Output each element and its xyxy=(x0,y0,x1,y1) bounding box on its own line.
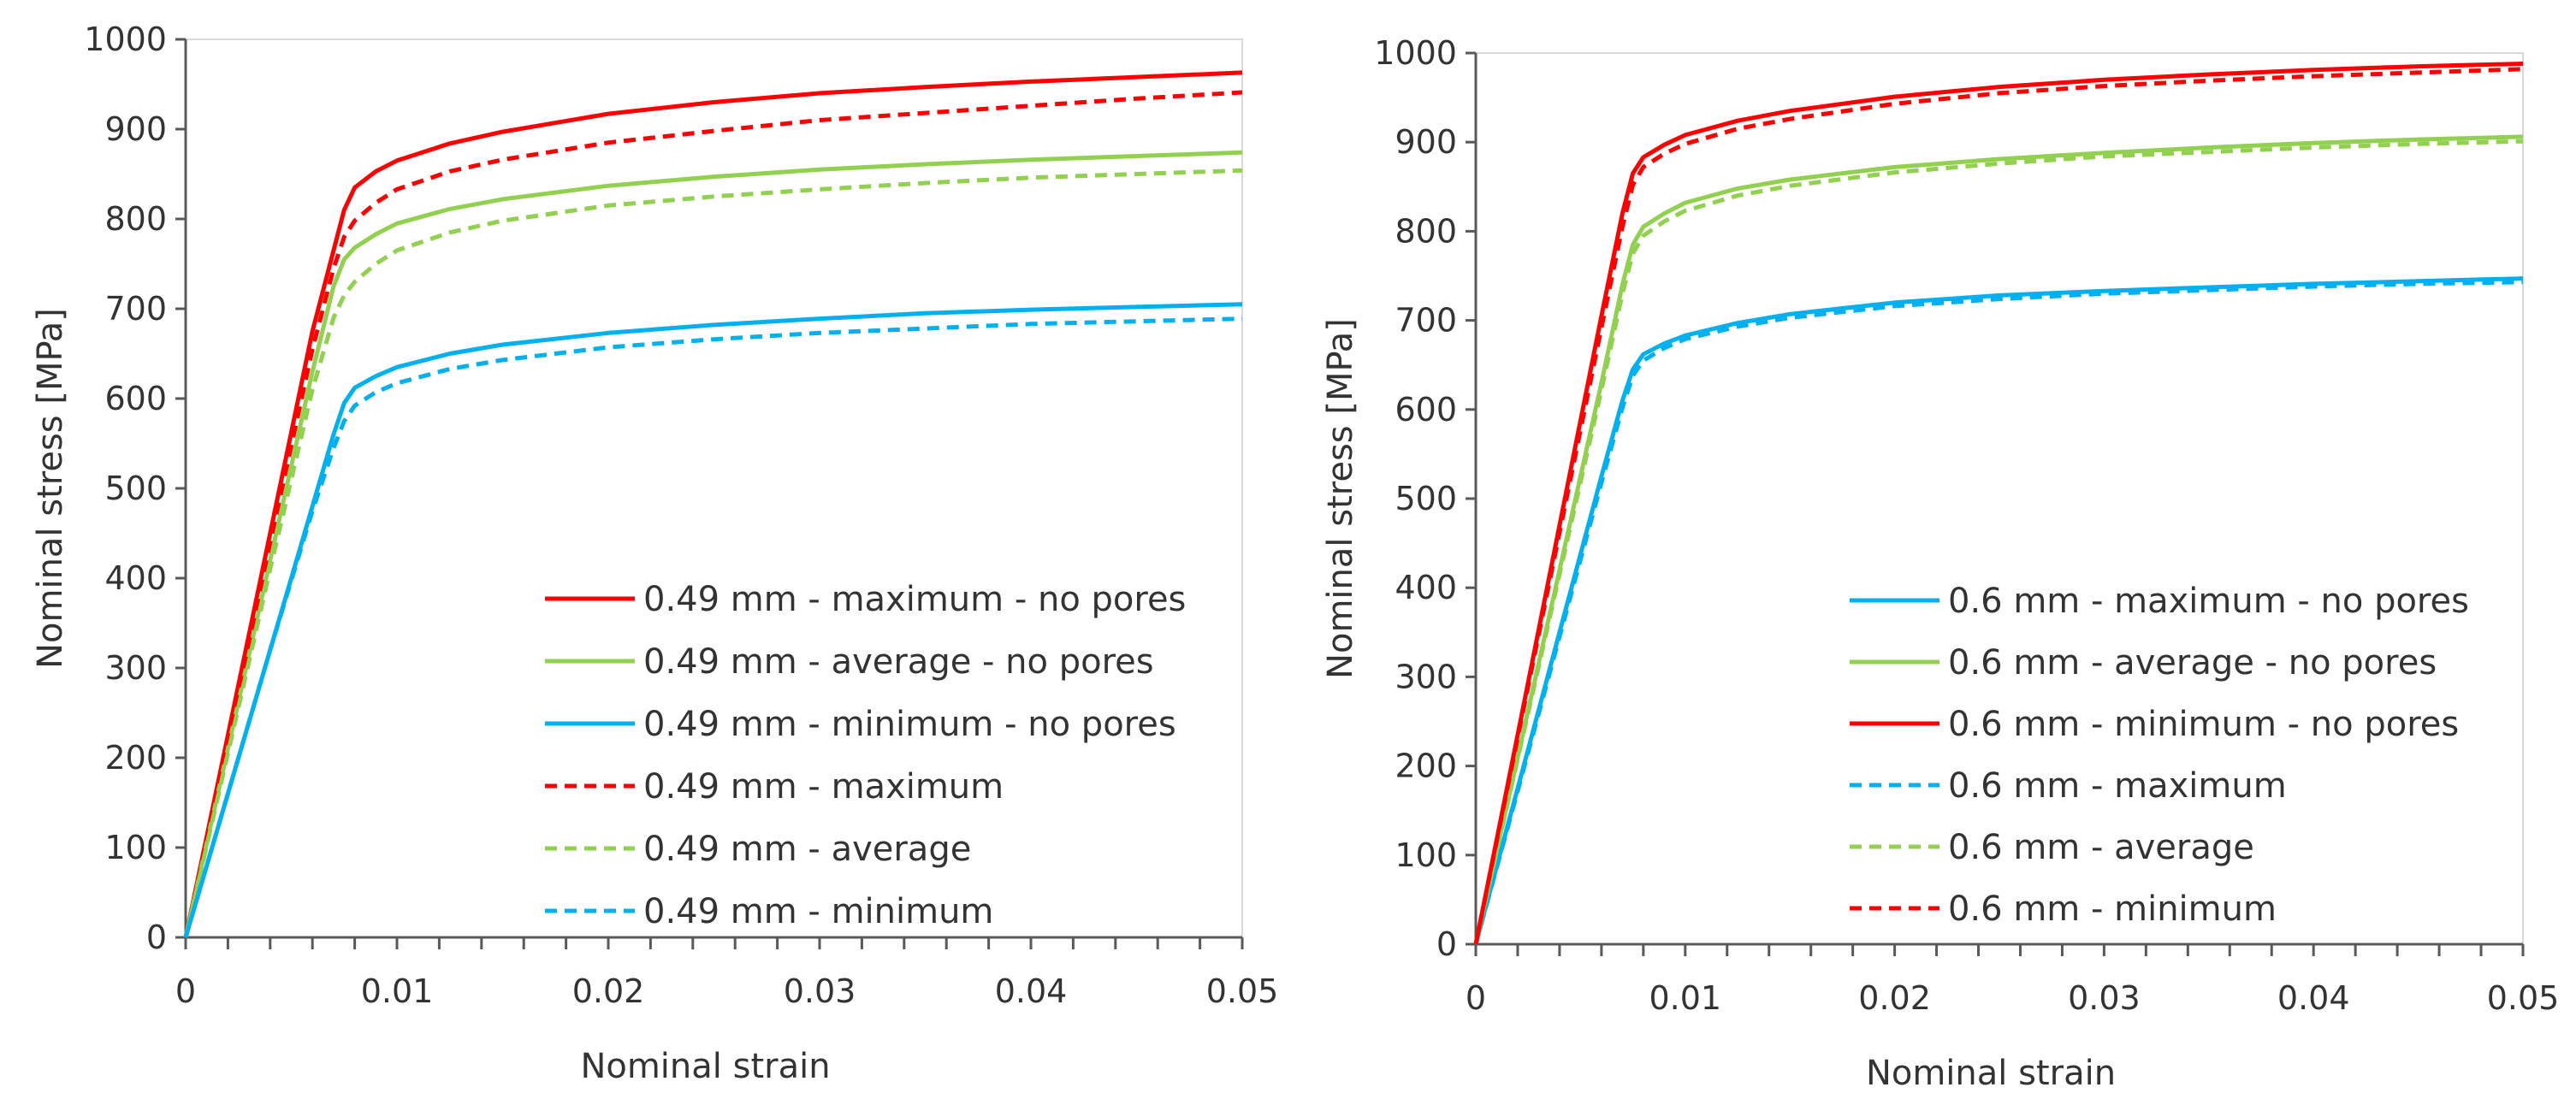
legend-label: 0.49 mm - maximum - no pores xyxy=(643,580,1186,619)
legend-label: 0.49 mm - minimum xyxy=(643,892,993,931)
y-tick-label: 100 xyxy=(1395,836,1457,874)
series-line-6 xyxy=(183,316,1243,938)
y-tick-label: 400 xyxy=(104,559,167,597)
series-line-5 xyxy=(183,168,1243,938)
y-tick-label: 200 xyxy=(104,739,167,777)
legend-label: 0.6 mm - average xyxy=(1948,828,2254,867)
legend: 0.49 mm - maximum - no pores 0.49 mm - av… xyxy=(545,580,1186,931)
y-tick-label: 1000 xyxy=(1374,34,1457,72)
y-tick-label: 900 xyxy=(1395,123,1457,161)
x-tick-label: 0.01 xyxy=(1649,979,1721,1017)
y-tick-label: 300 xyxy=(1395,658,1457,695)
x-tick-label: 0.03 xyxy=(784,972,856,1010)
legend-label: 0.49 mm - average - no pores xyxy=(643,642,1154,682)
y-tick-label: 700 xyxy=(1395,302,1457,340)
x-axis-title: Nominal strain xyxy=(1866,1054,2116,1093)
legend: 0.6 mm - maximum - no pores 0.6 mm - aver… xyxy=(1850,582,2469,929)
x-axis-title: Nominal strain xyxy=(580,1047,830,1086)
series-line-3 xyxy=(1473,62,2524,945)
y-tick-label: 300 xyxy=(104,649,167,687)
y-tick-label: 0 xyxy=(146,919,167,956)
chart-1: 0 100 200 300 400 500 600 700 800 900 1000 0 0.01 0.0… xyxy=(31,21,1278,1086)
y-tick-label: 400 xyxy=(1395,569,1457,606)
x-tick-label: 0.05 xyxy=(1206,972,1279,1010)
series-line-6 xyxy=(1473,67,2524,945)
legend-label: 0.6 mm - average - no pores xyxy=(1948,643,2437,682)
y-tick-label: 600 xyxy=(1395,391,1457,428)
legend-label: 0.6 mm - maximum xyxy=(1948,766,2287,806)
y-tick-label: 0 xyxy=(1436,925,1457,963)
y-tick-label: 900 xyxy=(104,110,167,148)
y-tick-label: 600 xyxy=(104,380,167,417)
y-tick-label: 500 xyxy=(104,470,167,507)
y-tick-label: 500 xyxy=(1395,480,1457,517)
legend-label: 0.6 mm - minimum xyxy=(1948,889,2277,929)
x-tick-label: 0.02 xyxy=(1858,979,1931,1017)
legend-label: 0.6 mm - minimum - no pores xyxy=(1948,705,2459,744)
chart-2: 0 100 200 300 400 500 600 700 800 900 1000 0 0.01 0.0… xyxy=(1321,34,2559,1093)
series-line-5 xyxy=(1473,139,2524,945)
x-tick-label: 0 xyxy=(175,972,196,1010)
y-tick-label: 700 xyxy=(104,290,167,328)
y-axis-title: Nominal stress [MPa] xyxy=(1321,318,1360,679)
series-line-2 xyxy=(183,150,1243,938)
series-line-4 xyxy=(183,90,1243,938)
legend-label: 0.49 mm - minimum - no pores xyxy=(643,705,1176,744)
x-tick-label: 0.02 xyxy=(572,972,645,1010)
series-line-1 xyxy=(183,70,1243,938)
y-tick-label: 800 xyxy=(104,200,167,238)
y-tick-label: 200 xyxy=(1395,748,1457,785)
y-tick-label: 1000 xyxy=(84,21,167,58)
legend-label: 0.49 mm - average xyxy=(643,830,971,869)
x-tick-label: 0.04 xyxy=(2277,979,2350,1017)
x-tick-label: 0.01 xyxy=(361,972,434,1010)
x-tick-label: 0.03 xyxy=(2068,979,2141,1017)
y-tick-label: 800 xyxy=(1395,212,1457,250)
x-tick-label: 0.04 xyxy=(995,972,1068,1010)
legend-label: 0.6 mm - maximum - no pores xyxy=(1948,582,2469,621)
x-tick-label: 0.05 xyxy=(2487,979,2560,1017)
y-axis-title: Nominal stress [MPa] xyxy=(31,308,70,669)
series-line-2 xyxy=(1473,134,2524,945)
x-tick-label: 0 xyxy=(1466,979,1486,1017)
y-tick-label: 100 xyxy=(104,829,167,866)
legend-label: 0.49 mm - maximum xyxy=(643,767,1004,807)
